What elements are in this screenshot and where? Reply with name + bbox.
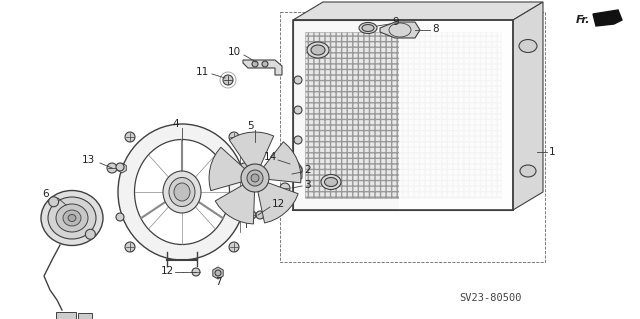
Text: 3: 3 <box>304 180 310 190</box>
Text: 5: 5 <box>246 121 253 131</box>
Text: 11: 11 <box>196 67 209 77</box>
Circle shape <box>116 163 124 171</box>
Polygon shape <box>593 10 622 26</box>
Circle shape <box>240 163 248 171</box>
Polygon shape <box>513 2 543 210</box>
Circle shape <box>280 183 290 193</box>
Circle shape <box>252 61 258 67</box>
Ellipse shape <box>174 183 190 201</box>
Text: 12: 12 <box>161 266 174 276</box>
Text: 4: 4 <box>173 119 179 129</box>
Circle shape <box>294 106 302 114</box>
Circle shape <box>294 76 302 84</box>
Ellipse shape <box>324 177 337 187</box>
Ellipse shape <box>48 197 96 239</box>
Ellipse shape <box>359 23 377 33</box>
Ellipse shape <box>63 210 81 226</box>
Circle shape <box>294 136 302 144</box>
Circle shape <box>240 213 248 221</box>
Circle shape <box>256 211 264 219</box>
Circle shape <box>116 213 124 221</box>
Ellipse shape <box>56 204 88 232</box>
Bar <box>78 313 92 319</box>
Circle shape <box>215 270 221 276</box>
Circle shape <box>125 132 135 142</box>
Ellipse shape <box>311 45 325 55</box>
Circle shape <box>223 75 233 85</box>
Circle shape <box>49 197 59 207</box>
Text: 13: 13 <box>82 155 95 165</box>
Polygon shape <box>209 147 244 191</box>
Circle shape <box>241 164 269 192</box>
Polygon shape <box>264 142 301 183</box>
Circle shape <box>229 242 239 252</box>
Circle shape <box>192 268 200 276</box>
Polygon shape <box>286 162 302 182</box>
Ellipse shape <box>520 165 536 177</box>
Circle shape <box>280 169 290 179</box>
Polygon shape <box>215 185 255 224</box>
Ellipse shape <box>118 124 246 260</box>
Ellipse shape <box>321 174 341 189</box>
Text: 10: 10 <box>228 47 241 57</box>
Ellipse shape <box>163 171 201 213</box>
Text: SV23-80500: SV23-80500 <box>459 293 521 303</box>
Circle shape <box>85 229 95 239</box>
Text: Fr.: Fr. <box>575 15 590 25</box>
Circle shape <box>285 162 295 172</box>
Bar <box>280 12 545 262</box>
Circle shape <box>251 174 259 182</box>
Ellipse shape <box>362 25 374 32</box>
Polygon shape <box>380 22 420 38</box>
Ellipse shape <box>307 42 329 58</box>
Bar <box>56 312 76 319</box>
Polygon shape <box>399 20 513 210</box>
Polygon shape <box>229 132 274 167</box>
Polygon shape <box>293 2 543 20</box>
Circle shape <box>107 163 117 173</box>
Polygon shape <box>243 60 282 75</box>
Text: 2: 2 <box>304 165 310 175</box>
Circle shape <box>247 170 263 186</box>
Ellipse shape <box>169 177 195 206</box>
Polygon shape <box>305 32 501 198</box>
Circle shape <box>288 169 298 179</box>
Ellipse shape <box>134 139 230 244</box>
Circle shape <box>294 166 302 174</box>
Circle shape <box>248 211 256 219</box>
Ellipse shape <box>41 190 103 246</box>
Ellipse shape <box>68 214 76 221</box>
Circle shape <box>262 61 268 67</box>
Text: 14: 14 <box>264 152 277 162</box>
Text: 7: 7 <box>214 277 221 287</box>
Text: 12: 12 <box>272 199 285 209</box>
Text: 1: 1 <box>549 147 556 157</box>
Ellipse shape <box>519 40 537 53</box>
Text: 8: 8 <box>432 24 438 34</box>
Text: 9: 9 <box>392 17 399 27</box>
Polygon shape <box>258 183 298 223</box>
Circle shape <box>229 132 239 142</box>
Text: 6: 6 <box>42 189 49 199</box>
Polygon shape <box>293 20 513 210</box>
Circle shape <box>125 242 135 252</box>
